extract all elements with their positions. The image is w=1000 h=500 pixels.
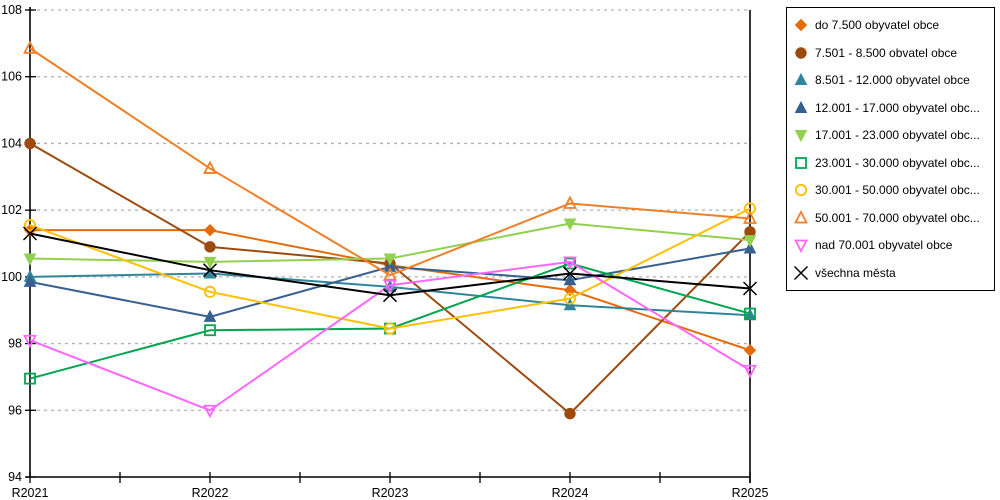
series-1 <box>24 137 756 420</box>
y-tick-label: 102 <box>1 203 22 217</box>
legend-item: 12.001 - 17.000 obyvatel obc... <box>793 100 988 116</box>
legend-label: nad 70.001 obyvatel obce <box>815 238 953 253</box>
legend-label: 50.001 - 70.000 obyvatel obc... <box>815 210 980 225</box>
legend-item: 17.001 - 23.000 obyvatel obc... <box>793 127 988 143</box>
circle-marker-icon <box>795 46 807 59</box>
series-line <box>29 207 751 330</box>
series-line <box>29 260 751 412</box>
y-tick-label: 98 <box>8 337 22 351</box>
legend-label: 23.001 - 30.000 obyvatel obc... <box>815 155 980 170</box>
triangle-up-marker-icon <box>794 73 808 86</box>
legend-item: 23.001 - 30.000 obyvatel obc... <box>793 155 988 171</box>
y-tick-label: 94 <box>8 470 22 484</box>
legend-label: do 7.500 obyvatel obce <box>815 18 940 32</box>
circle-marker-icon <box>794 184 808 197</box>
y-tick-label: 96 <box>8 403 22 417</box>
series-line <box>29 47 751 277</box>
legend-item: 7.501 - 8.500 obvatel obce <box>793 45 988 61</box>
y-tick-label: 106 <box>1 70 22 84</box>
legend-label: 7.501 - 8.500 obvatel obce <box>815 45 958 60</box>
y-tick-label: 104 <box>1 136 22 150</box>
series-8 <box>23 256 757 419</box>
legend-item: nad 70.001 obyvatel obce <box>793 237 988 254</box>
legend-item: do 7.500 obyvatel obce <box>793 17 988 33</box>
legend-label: všechna města <box>815 265 896 280</box>
y-axis: 94 96 98 100 102 104 106 108 <box>1 3 36 484</box>
x-axis: R2021 R2022 R2023 R2024 R2025 <box>12 472 769 500</box>
y-tick-label: 108 <box>1 3 22 17</box>
x-marker-icon <box>793 265 809 280</box>
series-7 <box>23 40 757 281</box>
gridlines <box>30 9 750 411</box>
square-marker-icon <box>795 156 807 169</box>
legend-item: 8.501 - 12.000 obyvatel obce <box>793 72 988 88</box>
legend: do 7.500 obyvatel obce 7.501 - 8.500 obva… <box>786 7 995 291</box>
series-6 <box>23 202 757 335</box>
legend-item: všechna města <box>793 265 988 281</box>
axes <box>26 7 751 483</box>
legend-label: 8.501 - 12.000 obyvatel obce <box>815 73 970 88</box>
x-tick-label: R2021 <box>12 486 49 500</box>
x-tick-label: R2022 <box>192 486 229 500</box>
x-tick-label: R2024 <box>552 486 589 500</box>
legend-label: 30.001 - 50.000 obyvatel obc... <box>815 183 980 198</box>
triangle-up-marker-icon <box>794 100 808 113</box>
legend-item: 30.001 - 50.000 obyvatel obc... <box>793 182 988 198</box>
series-4 <box>23 218 757 269</box>
triangle-down-marker-icon <box>794 130 808 143</box>
series-9 <box>22 226 758 303</box>
diamond-marker-icon <box>794 18 808 32</box>
x-tick-label: R2023 <box>372 486 409 500</box>
triangle-down-marker-icon <box>794 239 808 254</box>
y-tick-label: 100 <box>1 270 22 284</box>
legend-label: 12.001 - 17.000 obyvatel obc... <box>815 100 980 115</box>
legend-label: 17.001 - 23.000 obyvatel obc... <box>815 128 980 143</box>
triangle-up-marker-icon <box>794 209 808 224</box>
x-tick-label: R2025 <box>732 486 769 500</box>
legend-item: 50.001 - 70.000 obyvatel obc... <box>793 209 988 226</box>
